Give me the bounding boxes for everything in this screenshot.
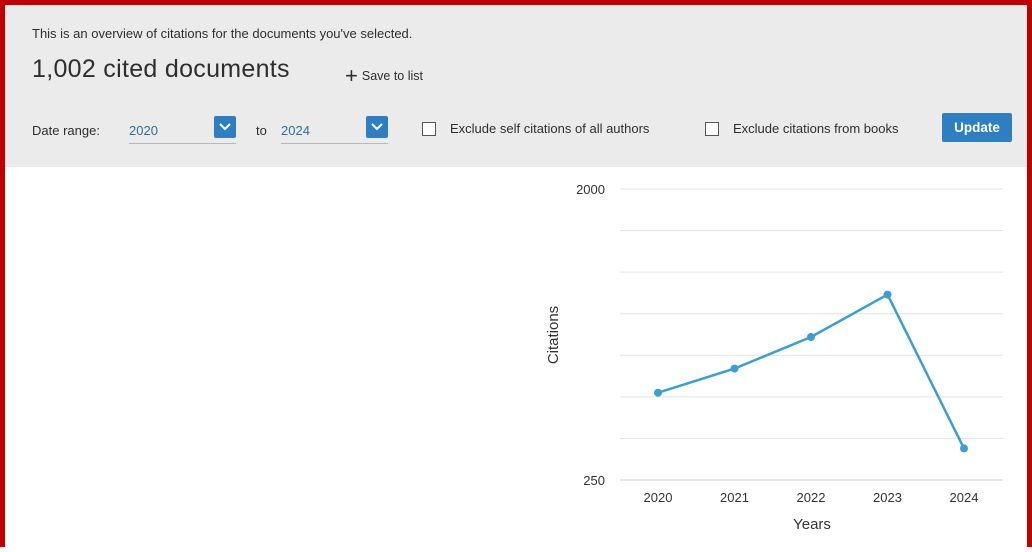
- from-year-select[interactable]: 2020: [129, 116, 236, 144]
- y-axis-label: Citations: [545, 306, 562, 364]
- save-to-list-button[interactable]: + Save to list: [345, 63, 423, 88]
- to-year-select[interactable]: 2024: [281, 116, 388, 144]
- cited-documents-count: 1,002 cited documents: [32, 55, 290, 83]
- checkbox-icon[interactable]: [422, 121, 436, 136]
- checkbox-icon[interactable]: [705, 121, 719, 136]
- data-point: [654, 388, 662, 397]
- y-tick-label: 2000: [576, 182, 605, 197]
- x-tick-label: 2024: [950, 490, 979, 505]
- to-label: to: [256, 123, 267, 138]
- data-point: [730, 364, 739, 373]
- series-line: [657, 292, 966, 449]
- save-to-list-label: Save to list: [361, 69, 423, 83]
- update-button[interactable]: Update: [942, 113, 1012, 142]
- x-tick-label: 2020: [644, 490, 673, 505]
- data-point: [960, 444, 968, 453]
- data-point: [807, 332, 815, 341]
- x-tick-label: 2023: [873, 490, 902, 505]
- exclude-self-citations-label: Exclude self citations of all authors: [450, 121, 650, 136]
- citations-chart: 2000 250 Citations 2020 2021 2022 2023 2024 Year…: [0, 167, 1027, 547]
- y-tick-label: 250: [583, 473, 605, 488]
- exclude-book-citations-label: Exclude citations from books: [733, 121, 899, 136]
- chevron-down-icon[interactable]: [214, 116, 236, 138]
- plus-icon: +: [345, 63, 358, 88]
- citations-line-chart: 2000 250 Citations 2020 2021 2022 2023 2024 Year…: [545, 182, 1003, 533]
- citation-overview-panel: This is an overview of citations for the…: [5, 5, 1027, 167]
- chevron-down-icon[interactable]: [366, 116, 388, 138]
- data-point: [883, 290, 892, 299]
- overview-intro-text: This is an overview of citations for the…: [32, 26, 413, 41]
- from-year-value: 2020: [129, 123, 158, 138]
- exclude-book-citations-checkbox[interactable]: Exclude citations from books: [705, 121, 898, 136]
- x-tick-label: 2022: [797, 490, 826, 505]
- x-axis-label: Years: [793, 516, 831, 533]
- exclude-self-citations-checkbox[interactable]: Exclude self citations of all authors: [422, 121, 649, 136]
- date-range-label: Date range:: [32, 123, 100, 138]
- x-tick-label: 2021: [720, 490, 749, 505]
- to-year-value: 2024: [281, 123, 310, 138]
